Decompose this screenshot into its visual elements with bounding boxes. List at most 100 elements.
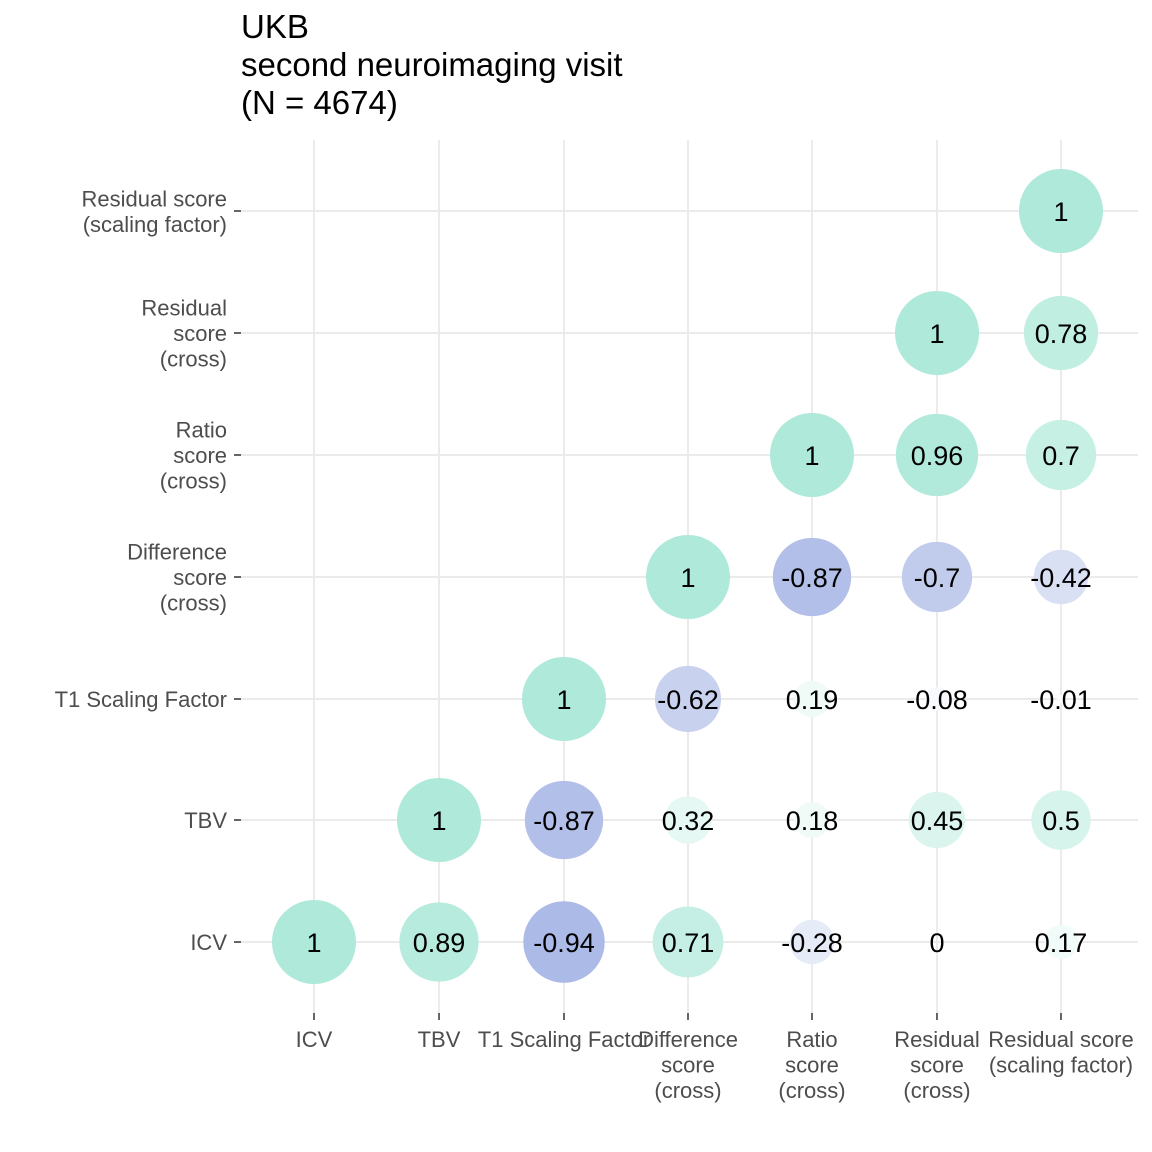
bubble-6-3 <box>1033 549 1089 605</box>
value-label-5-1: 0.45 <box>911 806 964 836</box>
bubble-0-0 <box>272 900 356 984</box>
y-tick-label-line: TBV <box>184 808 227 833</box>
value-label-1-0: 0.89 <box>413 928 466 958</box>
bubble-6-1 <box>1031 790 1091 850</box>
x-tick-label-RATIO: Ratio score (cross) <box>778 1027 845 1103</box>
y-tick-label-line: Residual score <box>81 186 227 211</box>
y-tick-label-TBV: TBV <box>184 808 227 833</box>
value-label-5-3: -0.7 <box>914 563 961 593</box>
bubble-6-0 <box>1043 924 1079 960</box>
y-tick-label-line: Difference <box>127 540 227 565</box>
x-tick-label-line: score <box>661 1053 715 1078</box>
value-label-5-4: 0.96 <box>911 441 964 471</box>
value-label-4-2: 0.19 <box>786 685 839 715</box>
value-label-6-1: 0.5 <box>1042 806 1080 836</box>
x-tick-label-line: TBV <box>418 1027 461 1052</box>
value-label-6-2: -0.01 <box>1030 685 1092 715</box>
bubble-3-0 <box>652 906 724 978</box>
x-tick-label-line: score <box>785 1053 839 1078</box>
y-tick-label-DIFF: Difference score (cross) <box>127 540 227 616</box>
x-tick-label-RESSF: Residual score (scaling factor) <box>988 1027 1134 1078</box>
correlation-labels: 1 0.89 -0.94 0.71 -0.28 0 0.171 -0.87 0.32 0.18 0.… <box>306 197 1091 958</box>
bubble-6-5 <box>1023 295 1099 371</box>
y-tick-label-ICV: ICV <box>190 930 227 955</box>
value-label-4-1: 0.18 <box>786 806 839 836</box>
y-tick-label-line: (scaling factor) <box>83 212 227 237</box>
bubble-4-3 <box>772 537 852 617</box>
bubble-2-0 <box>523 901 605 983</box>
x-tick-label-line: (cross) <box>654 1078 721 1103</box>
value-label-4-3: -0.87 <box>781 563 843 593</box>
y-tick-label-line: T1 Scaling Factor <box>55 687 227 712</box>
value-label-3-3: 1 <box>680 563 695 593</box>
x-tick-label-TBV: TBV <box>418 1027 461 1052</box>
value-label-6-3: -0.42 <box>1030 563 1092 593</box>
chart-title-line-2: second neuroimaging visit <box>241 46 623 83</box>
value-label-6-4: 0.7 <box>1042 441 1080 471</box>
y-tick-label-T1SF: T1 Scaling Factor <box>55 687 227 712</box>
bubble-4-0 <box>789 919 835 965</box>
value-label-4-0: -0.28 <box>781 928 843 958</box>
value-label-5-5: 1 <box>929 319 944 349</box>
chart-title-line-3: (N = 4674) <box>241 84 398 121</box>
y-tick-label-line: Ratio <box>176 418 227 443</box>
bubble-5-3 <box>901 541 973 613</box>
x-tick-label-line: Residual <box>894 1027 980 1052</box>
bubble-2-1 <box>524 780 604 860</box>
value-label-2-0: -0.94 <box>533 928 595 958</box>
bubble-3-3 <box>646 535 730 619</box>
value-label-1-1: 1 <box>431 806 446 836</box>
bubble-2-2 <box>522 657 606 741</box>
value-label-5-0: 0 <box>929 928 944 958</box>
bubble-6-4 <box>1025 419 1097 491</box>
x-tick-label-line: Difference <box>638 1027 738 1052</box>
y-tick-label-RESSF: Residual score (scaling factor) <box>81 186 227 237</box>
bubble-5-4 <box>895 413 979 497</box>
correlation-bubbles <box>272 169 1103 984</box>
value-label-6-0: 0.17 <box>1035 928 1088 958</box>
y-tick-label-line: (cross) <box>160 591 227 616</box>
chart-title: UKB second neuroimaging visit (N = 4674) <box>241 8 623 122</box>
value-label-2-1: -0.87 <box>533 806 595 836</box>
bubble-6-6 <box>1019 169 1103 253</box>
value-label-0-0: 1 <box>306 928 321 958</box>
bubble-4-1 <box>794 802 830 838</box>
bubble-4-2 <box>793 680 831 718</box>
value-label-5-2: -0.08 <box>906 685 968 715</box>
bubble-3-1 <box>664 796 712 844</box>
y-tick-label-line: (cross) <box>160 469 227 494</box>
value-label-6-5: 0.78 <box>1035 319 1088 349</box>
x-tick-label-T1SF: T1 Scaling Factor <box>478 1027 650 1052</box>
x-tick-label-line: T1 Scaling Factor <box>478 1027 650 1052</box>
value-label-2-2: 1 <box>556 685 571 715</box>
value-label-3-2: -0.62 <box>657 685 719 715</box>
x-tick-label-line: (cross) <box>778 1078 845 1103</box>
y-tick-label-line: score <box>173 565 227 590</box>
y-tick-label-line: Residual <box>141 296 227 321</box>
bubble-5-2 <box>925 687 949 711</box>
bubble-5-1 <box>908 791 966 849</box>
bubble-6-2 <box>1056 694 1066 704</box>
bubble-3-2 <box>654 665 722 733</box>
x-tick-label-DIFF: Difference score (cross) <box>638 1027 738 1103</box>
bubble-5-5 <box>895 291 979 375</box>
bubble-1-0 <box>399 902 479 982</box>
bubble-4-4 <box>770 413 854 497</box>
value-label-3-0: 0.71 <box>662 928 715 958</box>
x-tick-label-line: Ratio <box>786 1027 837 1052</box>
y-tick-label-line: score <box>173 443 227 468</box>
y-tick-label-line: (cross) <box>160 347 227 372</box>
x-tick-label-line: score <box>910 1053 964 1078</box>
y-tick-label-line: score <box>173 321 227 346</box>
value-label-4-4: 1 <box>804 441 819 471</box>
x-tick-label-RES: Residual score (cross) <box>894 1027 980 1103</box>
value-label-3-1: 0.32 <box>662 806 715 836</box>
x-tick-label-line: Residual score <box>988 1027 1134 1052</box>
x-tick-label-line: (scaling factor) <box>989 1053 1133 1078</box>
bubble-1-1 <box>397 778 481 862</box>
y-tick-label-RES: Residual score (cross) <box>141 296 227 372</box>
x-tick-label-line: (cross) <box>903 1078 970 1103</box>
y-tick-label-line: ICV <box>190 930 227 955</box>
